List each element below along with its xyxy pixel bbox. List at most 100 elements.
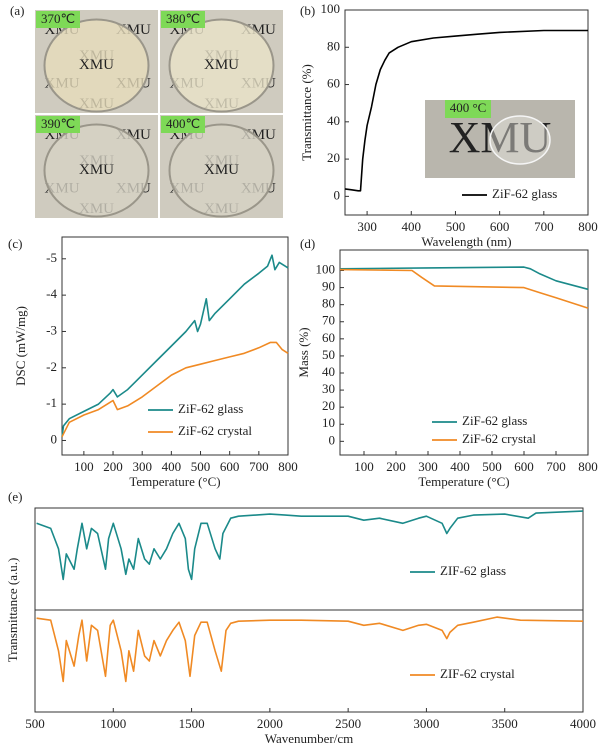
photo: XMUXMUXMUXMUXMUXMUXMU370℃ (35, 10, 158, 113)
x-axis-title: Temperature (°C) (418, 474, 509, 489)
x-axis-title: Temperature (°C) (129, 474, 220, 489)
x-tick-label: 2500 (335, 716, 361, 731)
petri-dish (168, 18, 275, 113)
y-tick-label: 20 (322, 398, 335, 413)
photo: XMUXMUXMUXMUXMUXMUXMU390℃ (35, 115, 158, 218)
y-tick-label: 70 (322, 313, 335, 328)
x-tick-label: 400 (402, 219, 422, 234)
photo: XMUXMUXMUXMUXMUXMUXMU380℃ (160, 10, 283, 113)
x-tick-label: 800 (578, 219, 598, 234)
y-axis-title: DSC (mW/mg) (13, 306, 28, 386)
x-axis-title: Wavelength (nm) (421, 234, 511, 249)
x-tick-label: 100 (354, 459, 374, 474)
y-tick-label: -2 (46, 359, 57, 374)
x-tick-label: 500 (482, 459, 502, 474)
panel-label: (a) (10, 3, 24, 18)
x-tick-label: 1000 (100, 716, 126, 731)
photo-label: 400℃ (166, 116, 200, 131)
y-tick-label: 40 (327, 113, 340, 128)
photo-label: 380℃ (166, 11, 200, 26)
petri-dish (168, 123, 275, 218)
y-tick-label: -4 (46, 286, 57, 301)
y-tick-label: 20 (327, 150, 340, 165)
y-tick-label: 0 (334, 187, 341, 202)
y-tick-label: 10 (322, 415, 335, 430)
x-tick-label: 600 (490, 219, 510, 234)
y-tick-label: 0 (51, 431, 58, 446)
panel-label: (c) (8, 236, 22, 251)
photo-watermark: XMU (79, 162, 114, 178)
y-tick-label: 100 (316, 261, 336, 276)
x-axis-title: Wavenumber/cm (265, 731, 353, 746)
plot-frame (344, 9, 589, 216)
x-tick-label: 500 (25, 716, 45, 731)
y-tick-label: 30 (322, 381, 335, 396)
legend-label: ZiF-62 glass (178, 401, 243, 416)
inset-label-box (445, 100, 491, 118)
y-tick-label: -1 (46, 395, 57, 410)
x-tick-label: 500 (191, 459, 211, 474)
x-tick-label: 800 (278, 459, 298, 474)
x-tick-label: 400 (450, 459, 470, 474)
x-tick-label: 2000 (257, 716, 283, 731)
x-tick-label: 300 (132, 459, 152, 474)
inset-label: 400 °C (450, 100, 487, 115)
photo-label: 390℃ (41, 116, 75, 131)
y-tick-label: 80 (327, 38, 340, 53)
photo-label-box (161, 116, 205, 133)
photo-label-box (36, 11, 80, 28)
y-axis-title: Transmittance (%) (299, 64, 314, 161)
x-tick-label: 300 (418, 459, 438, 474)
legend-label: ZIF-62 glass (440, 563, 506, 578)
legend-label: ZIF-62 crystal (440, 666, 515, 681)
legend-label: ZiF-62 glass (462, 413, 527, 428)
line-series (339, 268, 589, 309)
y-tick-label: -3 (46, 322, 57, 337)
petri-dish (43, 123, 150, 218)
legend-label: ZiF-62 glass (492, 186, 557, 201)
x-tick-label: 600 (514, 459, 534, 474)
x-tick-label: 4000 (570, 716, 596, 731)
photo-label-box (36, 116, 80, 133)
y-tick-label: 60 (322, 330, 335, 345)
x-tick-label: 200 (386, 459, 406, 474)
inset-glass (489, 115, 551, 165)
panel-label: (d) (300, 236, 315, 251)
x-tick-label: 800 (578, 459, 598, 474)
y-axis-title: Transmittance (a.u.) (5, 558, 20, 663)
line-series (36, 510, 584, 581)
y-axis-title: Mass (%) (296, 327, 311, 377)
photo-label: 370℃ (41, 11, 75, 26)
x-tick-label: 100 (74, 459, 94, 474)
x-tick-label: 300 (357, 219, 377, 234)
panel-label: (b) (300, 3, 315, 18)
x-tick-label: 700 (546, 459, 566, 474)
line-series (344, 29, 588, 192)
y-tick-label: 60 (327, 76, 340, 91)
plot-frame (339, 249, 589, 456)
legend-label: ZiF-62 crystal (178, 423, 252, 438)
photo: XMUXMUXMUXMUXMUXMUXMU400℃ (160, 115, 283, 218)
x-tick-label: 400 (162, 459, 182, 474)
photo-watermark: XMU (204, 57, 239, 73)
y-tick-label: 40 (322, 364, 335, 379)
y-tick-label: 80 (322, 296, 335, 311)
y-tick-label: 0 (329, 432, 336, 447)
y-tick-label: 90 (322, 279, 335, 294)
y-tick-label: -5 (46, 250, 57, 265)
line-series (36, 616, 584, 683)
x-tick-label: 700 (534, 219, 554, 234)
line-series (61, 254, 289, 437)
legend-label: ZiF-62 crystal (462, 431, 536, 446)
x-tick-label: 3000 (413, 716, 439, 731)
plot-frame (61, 236, 289, 456)
x-tick-label: 500 (446, 219, 466, 234)
line-series (61, 341, 289, 438)
x-tick-label: 1500 (179, 716, 205, 731)
y-tick-label: 100 (321, 1, 341, 16)
x-tick-label: 3500 (492, 716, 518, 731)
x-tick-label: 200 (103, 459, 123, 474)
y-tick-label: 50 (322, 347, 335, 362)
photo-label-box (161, 11, 205, 28)
